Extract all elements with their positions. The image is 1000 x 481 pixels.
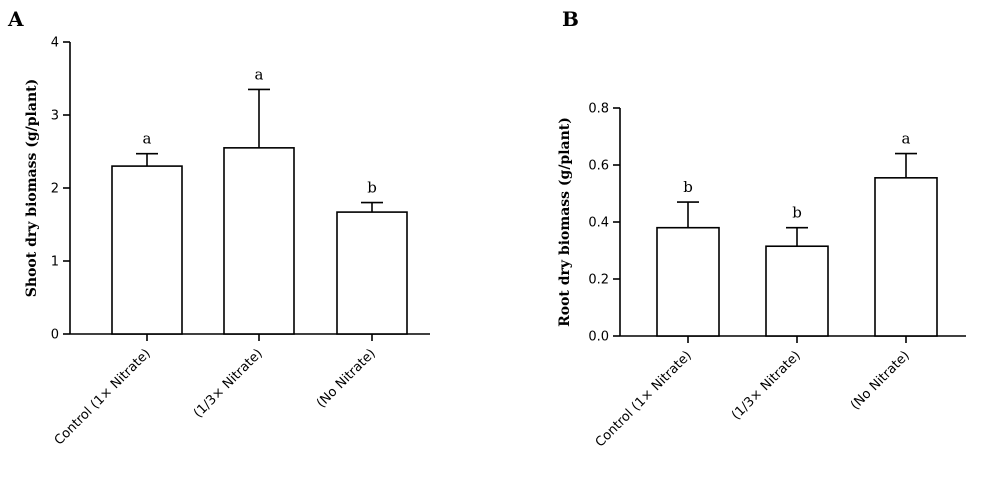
- y-ticks-b: 0.0 0.2 0.4 0.6 0.8: [588, 102, 620, 345]
- bar: [765, 245, 829, 337]
- y-tick-label: 1: [51, 255, 59, 270]
- bar: [874, 177, 938, 337]
- significance-letter: b: [792, 204, 802, 222]
- panel-b: B Root dry biomass (g/plant) 0.00.20.40.…: [557, 7, 966, 450]
- bar: [656, 226, 720, 337]
- y-tick-label: 0.6: [588, 159, 609, 174]
- significance-letter: b: [683, 178, 693, 196]
- y-tick-label: 0: [51, 328, 59, 343]
- y-tick-label: 3: [51, 109, 59, 124]
- bars-b: b b a: [656, 130, 938, 337]
- bars-a: a a b: [111, 65, 408, 335]
- x-category-label: (1/3× Nitrate): [191, 346, 266, 421]
- significance-letter: a: [902, 130, 911, 148]
- panel-label-b: B: [562, 7, 579, 31]
- panel-label-a: A: [7, 7, 24, 31]
- y-tick-label: 0.2: [588, 273, 609, 288]
- x-category-label: Control (1× Nitrate): [52, 346, 154, 448]
- y-axis-title-b: Root dry biomass (g/plant): [557, 117, 573, 327]
- y-tick-label: 0.8: [588, 102, 609, 117]
- significance-letter: a: [255, 65, 264, 83]
- y-ticks-a: 0 1 2 3 4: [51, 36, 70, 343]
- significance-letter: a: [143, 130, 152, 148]
- bar: [111, 165, 183, 335]
- y-axis-title-a: Shoot dry biomass (g/plant): [24, 79, 40, 297]
- y-tick-label: 0.0: [588, 330, 609, 345]
- bar: [336, 211, 408, 335]
- significance-letter: b: [367, 179, 377, 197]
- y-tick-label: 0.4: [588, 216, 609, 231]
- category-labels-a: Control (1× Nitrate) (1/3× Nitrate) (No Ni…: [52, 334, 379, 448]
- bar: [223, 147, 295, 335]
- x-category-label: (No Nitrate): [314, 346, 379, 411]
- y-tick-label: 2: [51, 182, 59, 197]
- x-category-label: Control (1× Nitrate): [593, 348, 695, 450]
- category-labels-b: Control (1× Nitrate) (1/3× Nitrate) (No Ni…: [593, 336, 913, 450]
- x-category-label: (No Nitrate): [848, 348, 913, 413]
- x-category-label: (1/3× Nitrate): [729, 348, 804, 423]
- y-tick-label: 4: [51, 36, 59, 51]
